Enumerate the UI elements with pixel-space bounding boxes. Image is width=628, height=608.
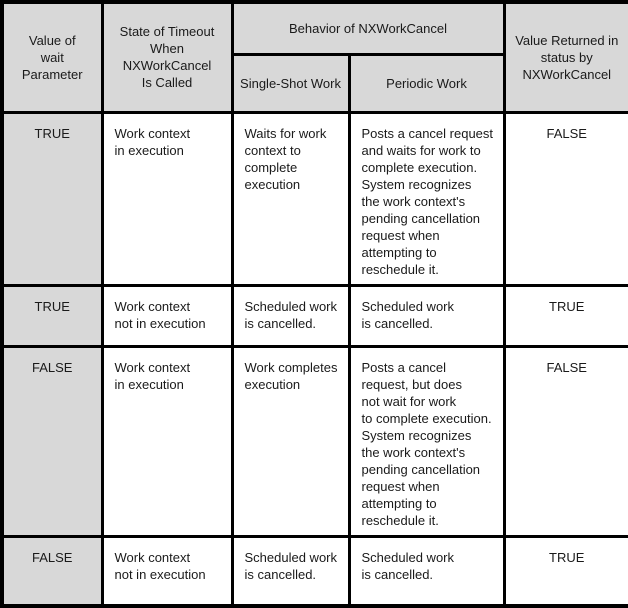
cell-timeout-state: Work context in execution	[100, 344, 234, 538]
cell-timeout-state: Work context not in execution	[100, 534, 234, 608]
header-timeout-state: State of Timeout When NXWorkCancel Is Ca…	[100, 0, 234, 114]
cell-periodic-behavior: Posts a cancel request and waits for wor…	[347, 110, 506, 287]
cell-single-shot-behavior: Scheduled work is cancelled.	[230, 534, 351, 608]
cell-single-shot-behavior: Scheduled work is cancelled.	[230, 283, 351, 348]
cell-wait-value: TRUE	[0, 283, 104, 348]
cell-returned-status: TRUE	[502, 283, 628, 348]
cell-periodic-behavior: Scheduled work is cancelled.	[347, 283, 506, 348]
cell-single-shot-behavior: Work completes execution	[230, 344, 351, 538]
cell-wait-value: FALSE	[0, 534, 104, 608]
table-row: FALSE Work context in execution Work com…	[0, 344, 628, 538]
cell-single-shot-behavior: Waits for work context to complete execu…	[230, 110, 351, 287]
header-periodic-work: Periodic Work	[347, 52, 506, 114]
cell-returned-status: FALSE	[502, 110, 628, 287]
header-single-shot-work: Single-Shot Work	[230, 52, 351, 114]
table-row: TRUE Work context in execution Waits for…	[0, 110, 628, 287]
cell-periodic-behavior: Scheduled work is cancelled.	[347, 534, 506, 608]
cell-periodic-behavior: Posts a cancel request, but does not wai…	[347, 344, 506, 538]
cell-timeout-state: Work context in execution	[100, 110, 234, 287]
cell-returned-status: TRUE	[502, 534, 628, 608]
cell-wait-value: FALSE	[0, 344, 104, 538]
header-wait-parameter: Value of wait Parameter	[0, 0, 104, 114]
header-value-returned: Value Returned in status by NXWorkCancel	[502, 0, 628, 114]
header-row-top: Value of wait Parameter State of Timeout…	[0, 0, 628, 114]
table-row: FALSE Work context not in execution Sche…	[0, 534, 628, 608]
table-row: TRUE Work context not in execution Sched…	[0, 283, 628, 348]
header-row-sub: Single-Shot Work Periodic Work	[2, 52, 628, 114]
cell-wait-value: TRUE	[0, 110, 104, 287]
header-behavior: Behavior of NXWorkCancel	[230, 0, 506, 56]
cell-returned-status: FALSE	[502, 344, 628, 538]
cell-timeout-state: Work context not in execution	[100, 283, 234, 348]
